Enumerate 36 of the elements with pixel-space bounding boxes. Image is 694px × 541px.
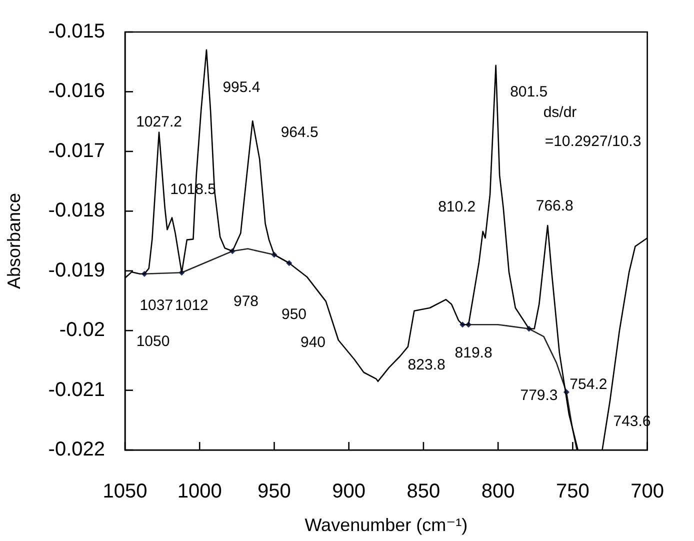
annotation: 1012 [175, 296, 208, 314]
annotation: ds/dr [543, 104, 577, 122]
y-tick-label: -0.022 [48, 438, 105, 461]
y-tick-label: -0.016 [48, 80, 105, 102]
y-tick-label: -0.019 [48, 259, 105, 282]
annotation: 819.8 [454, 344, 492, 362]
x-tick-label: 900 [332, 480, 366, 503]
y-tick-label: -0.017 [48, 140, 105, 162]
annotation: 766.8 [536, 198, 574, 215]
annotation: 1037 [140, 296, 174, 314]
x-axis-title: Wavenumber (cm⁻¹) [304, 515, 468, 536]
annotation: 801.5 [510, 84, 548, 101]
x-tick-label: 800 [481, 480, 515, 503]
annotation: 1050 [136, 333, 170, 350]
x-tick-label: 700 [630, 480, 664, 503]
y-tick-label: -0.015 [48, 20, 105, 43]
y-axis-title: Absorbance [4, 192, 24, 290]
y-tick-label: -0.02 [59, 319, 105, 342]
annotation: 1027.2 [136, 113, 182, 130]
annotation: 779.3 [520, 387, 558, 404]
x-tick-label: 1000 [177, 480, 222, 503]
x-tick-label: 950 [258, 480, 291, 503]
annotation: 950 [281, 306, 307, 324]
annotation: 810.2 [438, 198, 476, 216]
annotation: =10.2927/10.3 [544, 133, 642, 150]
annotation: 940 [300, 334, 326, 352]
x-tick-label: 750 [556, 480, 590, 503]
annotation: 823.8 [408, 356, 446, 374]
x-tick-label: 850 [406, 480, 440, 503]
y-tick-label: -0.021 [48, 378, 105, 401]
annotation: 964.5 [280, 124, 318, 142]
annotation: 754.2 [570, 376, 608, 394]
annotation: 995.4 [222, 79, 260, 96]
x-tick-label: 1050 [102, 480, 148, 503]
annotation: 978 [233, 293, 259, 310]
y-tick-label: -0.018 [48, 200, 105, 222]
